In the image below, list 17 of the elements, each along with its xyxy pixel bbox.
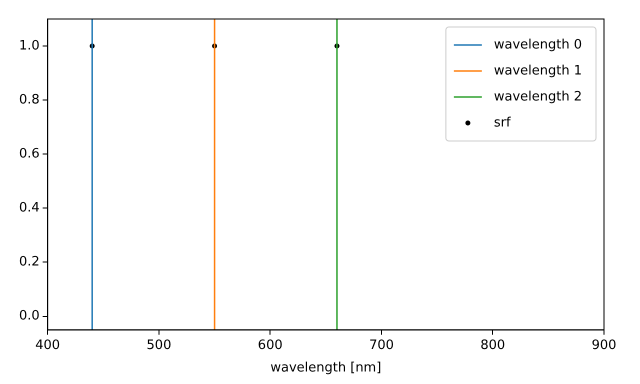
x-axis-title: wavelength [nm]	[270, 360, 382, 376]
x-tick-label: 800	[480, 338, 506, 353]
x-tick-label: 700	[369, 338, 394, 353]
legend-label: wavelength 2	[494, 89, 582, 104]
legend-label: wavelength 1	[494, 63, 582, 78]
x-tick-label: 500	[146, 338, 172, 353]
legend-label: wavelength 0	[494, 37, 582, 52]
x-tick-label: 600	[258, 338, 283, 353]
y-tick-label: 0.6	[18, 146, 40, 162]
y-tick-label: 0.0	[18, 308, 40, 324]
x-tick-label: 900	[592, 338, 616, 353]
y-tick-label: 1.0	[18, 38, 40, 54]
y-tick-label: 0.4	[18, 200, 40, 216]
x-tick-label: 400	[35, 338, 60, 353]
legend-label: srf	[494, 115, 511, 130]
y-tick-label: 0.8	[18, 92, 40, 108]
y-tick-label: 0.2	[18, 254, 40, 270]
